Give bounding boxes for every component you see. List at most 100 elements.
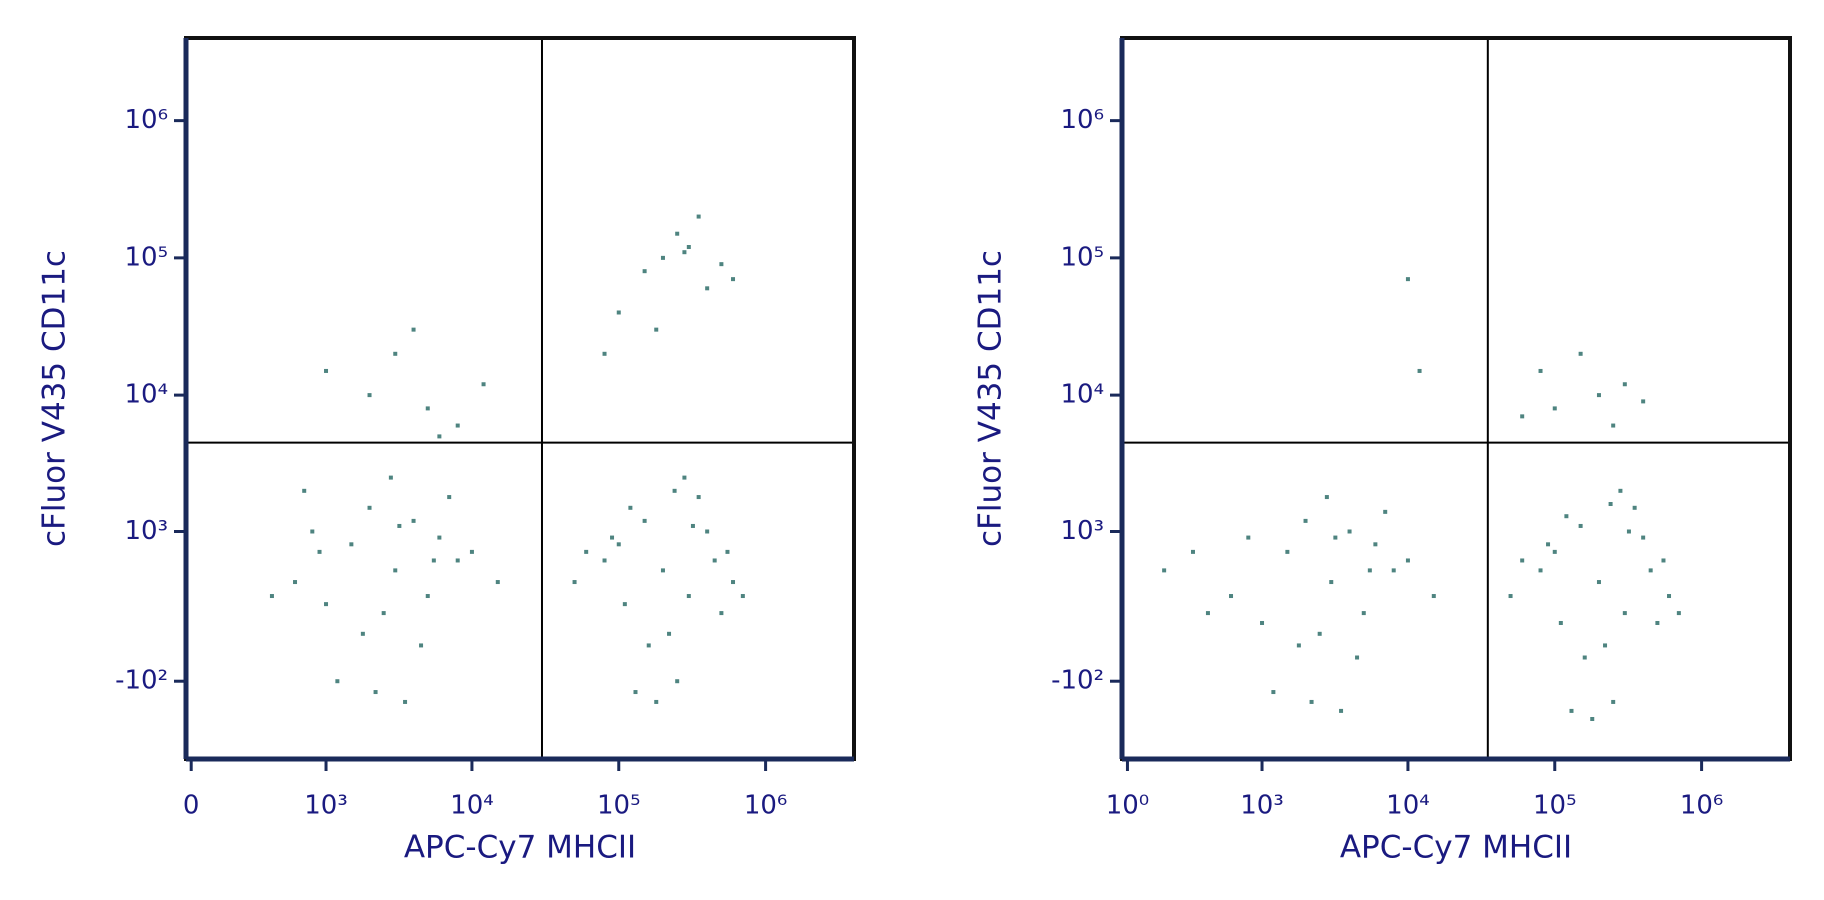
y-tick-label: 10⁶ [1060,105,1104,135]
event-dot [690,523,695,528]
event-dot [495,580,500,585]
event-dot [302,488,307,493]
event-dot [1339,708,1344,713]
event-dot [324,602,329,607]
event-dot [719,262,724,267]
event-dot [455,423,460,428]
event-dot [1329,580,1334,585]
event-dot [731,580,736,585]
event-dot [1520,558,1525,563]
event-dot [324,368,329,373]
event-dot [1558,620,1563,625]
event-dot [1655,620,1660,625]
event-dot [660,568,665,573]
event-dot [381,611,386,616]
event-dot [1618,488,1623,493]
event-dot [725,549,730,554]
event-dot [367,505,372,510]
event-dot [373,690,378,695]
event-dot [1367,568,1372,573]
event-dot [696,495,701,500]
y-tick-label: 10⁵ [124,242,168,272]
event-dot [1608,502,1613,507]
event-dot [667,631,672,636]
event-dot [602,351,607,356]
event-dot [1582,655,1587,660]
x-tick-label: 10³ [304,791,348,821]
event-dot [310,529,315,534]
event-dot [1622,611,1627,616]
event-dot [1520,414,1525,419]
event-dot [646,643,651,648]
event-dot [1552,406,1557,411]
event-dot [425,594,430,599]
event-dot [572,580,577,585]
event-dot [686,594,691,599]
event-dot [1676,611,1681,616]
y-axis-title: cFluor V435 CD11c [973,250,1009,547]
x-axis-title: APC-Cy7 MHCII [404,830,636,866]
event-dot [642,269,647,274]
event-dot [1355,655,1360,660]
event-dot [675,231,680,236]
event-dot [1162,568,1167,573]
event-dot [425,406,430,411]
y-tick-label: -10² [1051,666,1104,696]
event-dot [610,535,615,540]
event-dot [1373,542,1378,547]
event-dot [1596,580,1601,585]
y-axis-title: cFluor V435 CD11c [37,250,73,547]
event-dot [705,529,710,534]
event-dot [682,250,687,255]
event-dot [455,558,460,563]
event-dot [628,505,633,510]
event-dot [1271,690,1276,695]
x-tick-label: 10⁵ [597,791,641,821]
y-tick-label: 10⁶ [124,105,168,135]
event-dot [675,679,680,684]
event-dot [642,518,647,523]
event-dot [419,643,424,648]
event-dot [705,286,710,291]
event-dot [1391,568,1396,573]
event-dot [654,327,659,332]
event-dot [1309,699,1314,704]
x-axis-title: APC-Cy7 MHCII [1340,830,1572,866]
event-dot [1648,568,1653,573]
event-dot [1417,368,1422,373]
event-dot [1285,549,1290,554]
event-dot [1641,399,1646,404]
event-dot [1431,594,1436,599]
event-dot [719,611,724,616]
event-dot [740,594,745,599]
event-dot [1317,631,1322,636]
event-dot [293,580,298,585]
y-tick-label: 10³ [1060,516,1104,546]
event-dot [1641,535,1646,540]
event-dot [682,475,687,480]
event-dot [393,351,398,356]
plot-frame [184,36,856,761]
event-dot [622,602,627,607]
event-dot [1324,495,1329,500]
event-dot [1405,277,1410,282]
event-dot [388,475,393,480]
event-dot [1246,535,1251,540]
event-dot [1596,393,1601,398]
event-dot [712,558,717,563]
event-dot [349,542,354,547]
event-dot [360,631,365,636]
event-dot [1622,382,1627,387]
x-tick-label: 10⁶ [744,791,788,821]
event-dot [696,214,701,219]
event-dot [1361,611,1366,616]
x-tick-label: 10⁰ [1106,791,1150,821]
event-dot [447,495,452,500]
event-dot [660,255,665,260]
event-dot [1508,594,1513,599]
event-dot [411,327,416,332]
event-dot [616,310,621,315]
event-dot [1611,423,1616,428]
event-dot [1229,594,1234,599]
